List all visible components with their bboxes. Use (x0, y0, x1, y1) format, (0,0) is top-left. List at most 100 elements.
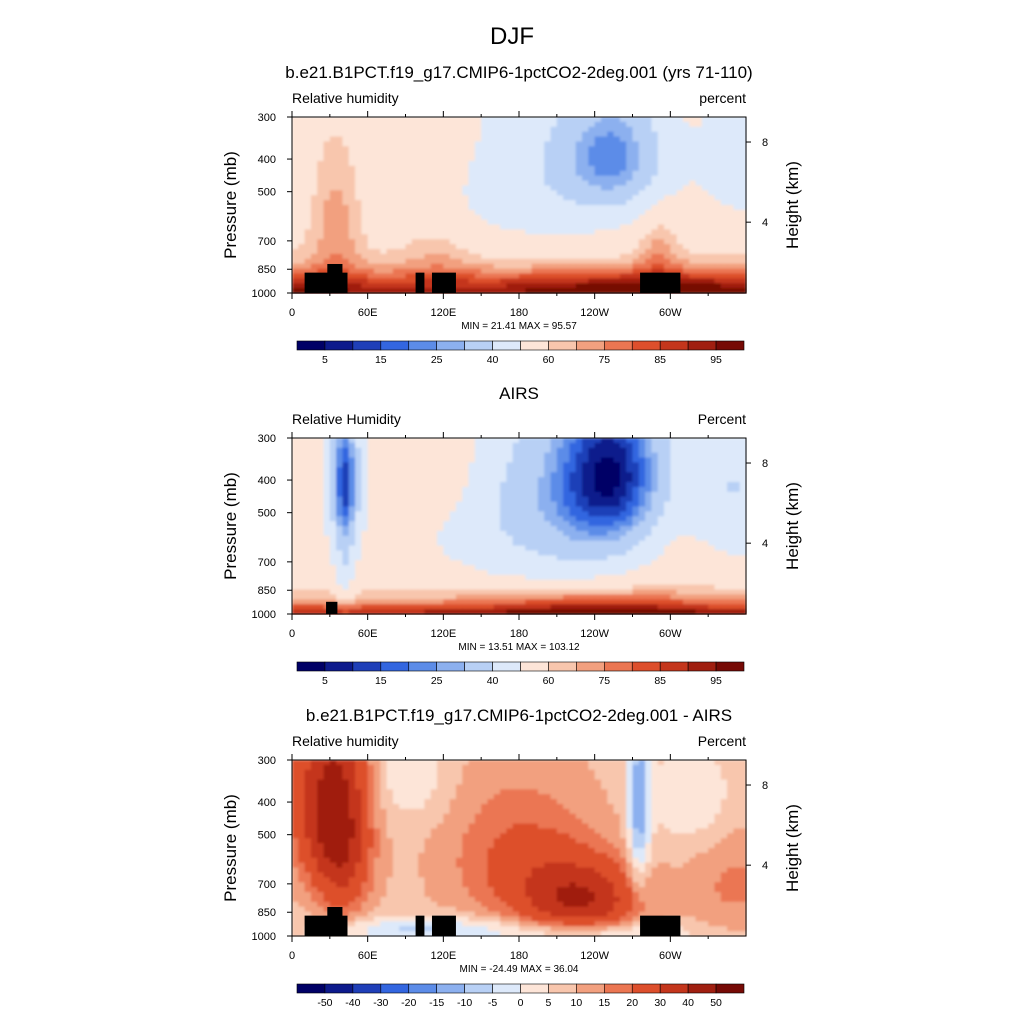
heatmap-cell (664, 253, 671, 260)
heatmap-cell (298, 151, 306, 157)
heatmap-cell (645, 491, 653, 498)
heatmap-cell (638, 161, 646, 167)
heatmap-cell (386, 205, 394, 211)
heatmap-cell (355, 185, 362, 191)
heatmap-cell (487, 190, 495, 196)
heatmap-cell (500, 521, 507, 527)
heatmap-cell (399, 131, 407, 138)
heatmap-cell (443, 229, 451, 235)
heatmap-cell (361, 126, 369, 133)
heatmap-cell (651, 526, 659, 532)
heatmap-cell (329, 121, 337, 128)
heatmap-cell (336, 234, 344, 240)
heatmap-cell (682, 200, 690, 206)
heatmap-cell (474, 584, 482, 591)
heatmap-cell (323, 268, 331, 275)
heatmap-cell (512, 501, 520, 508)
heatmap-cell (310, 229, 318, 235)
heatmap-cell (493, 496, 501, 503)
heatmap-cell (367, 239, 375, 245)
heatmap-cell (348, 565, 356, 571)
heatmap-cell (405, 477, 413, 483)
heatmap-cell (594, 249, 602, 255)
heatmap-cell (733, 214, 741, 221)
heatmap-cell (399, 165, 407, 172)
heatmap-cell (304, 477, 312, 483)
heatmap-cell (304, 486, 312, 493)
heatmap-cell (695, 249, 703, 255)
heatmap-cell (455, 131, 463, 138)
heatmap-cell (468, 457, 476, 464)
heatmap-cell (411, 131, 419, 138)
heatmap-cell (304, 442, 312, 449)
heatmap-cell (468, 283, 476, 289)
heatmap-cell (563, 219, 571, 226)
heatmap-cell (411, 491, 419, 498)
heatmap-cell (348, 209, 356, 216)
heatmap-cell (310, 530, 318, 537)
heatmap-cell (556, 209, 564, 216)
heatmap-cell (380, 560, 388, 566)
heatmap-cell (317, 570, 325, 576)
heatmap-cell (537, 535, 545, 542)
heatmap-cell (582, 506, 589, 512)
heatmap-cell (468, 268, 476, 275)
heatmap-cell (298, 511, 306, 517)
heatmap-cell (336, 253, 344, 260)
heatmap-cell (594, 117, 602, 123)
heatmap-cell (468, 501, 476, 508)
heatmap-cell (449, 501, 457, 508)
heatmap-cell (544, 283, 552, 289)
heatmap-cell (676, 530, 684, 537)
heatmap-cell (361, 146, 369, 152)
heatmap-cell (329, 219, 337, 226)
heatmap-cell (512, 574, 520, 581)
heatmap-cell (455, 447, 463, 454)
heatmap-cell (329, 447, 337, 454)
heatmap-cell (550, 462, 558, 468)
heatmap-cell (607, 540, 615, 547)
heatmap-cell (361, 447, 369, 454)
heatmap-cell (500, 200, 507, 206)
heatmap-cell (500, 545, 507, 552)
heatmap-cell (563, 467, 571, 473)
heatmap-cell (733, 273, 741, 279)
heatmap-cell (500, 447, 507, 454)
heatmap-cell (676, 180, 684, 187)
heatmap-cell (373, 205, 381, 211)
heatmap-cell (474, 560, 482, 566)
heatmap-cell (336, 594, 344, 600)
heatmap-cell (638, 190, 646, 196)
heatmap-cell (323, 452, 331, 459)
heatmap-cell (481, 253, 489, 260)
heatmap-cell (695, 190, 703, 196)
heatmap-cell (399, 136, 407, 143)
heatmap-cell (329, 224, 337, 231)
heatmap-cell (607, 491, 615, 498)
heatmap-cell (481, 258, 489, 265)
heatmap-cell (676, 121, 684, 128)
heatmap-cell (588, 126, 596, 133)
heatmap-cell (550, 579, 558, 586)
heatmap-cell (487, 170, 495, 177)
heatmap-cell (676, 477, 684, 483)
heatmap-cell (298, 234, 306, 240)
heatmap-cell (424, 126, 432, 133)
heatmap-cell (733, 501, 741, 508)
heatmap-cell (481, 156, 489, 162)
heatmap-cell (304, 234, 312, 240)
heatmap-cell (342, 550, 350, 556)
heatmap-cell (323, 205, 331, 211)
heatmap-cell (373, 530, 381, 537)
heatmap-cell (613, 229, 621, 235)
heatmap-cell (613, 244, 621, 250)
heatmap-cell (676, 516, 684, 522)
heatmap-cell (727, 234, 734, 240)
heatmap-cell (418, 491, 426, 498)
heatmap-cell (424, 521, 432, 527)
heatmap-cell (298, 146, 306, 152)
heatmap-cell (355, 283, 362, 289)
heatmap-cell (600, 117, 608, 123)
heatmap-cell (361, 131, 369, 138)
